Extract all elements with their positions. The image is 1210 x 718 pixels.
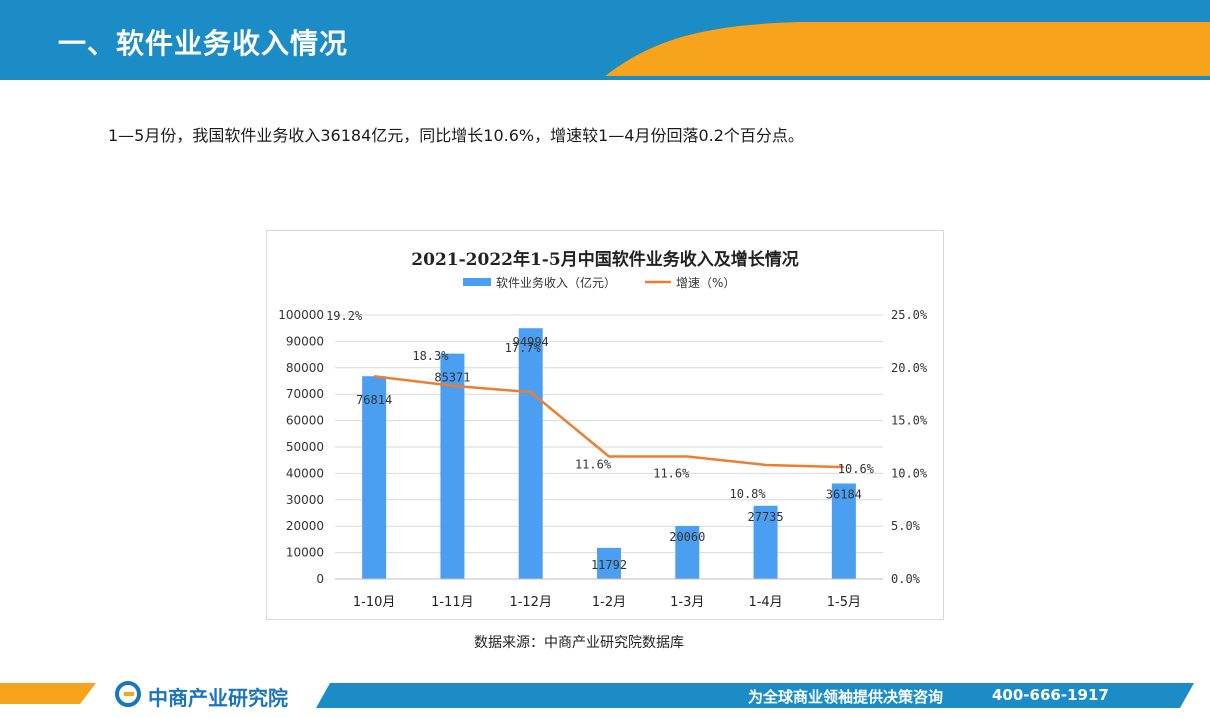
bar [597, 547, 621, 579]
bar [753, 505, 778, 579]
footer-background [0, 681, 1194, 708]
y-tick-label: 30000 [286, 493, 324, 507]
line-value-label: 10.8% [730, 487, 767, 501]
chart-container: 2021-2022年1-5月中国软件业务收入及增长情况软件业务收入（亿元） 增速（… [266, 230, 944, 620]
y-tick-label: 80000 [286, 361, 324, 375]
y2-tick-label: 0.0% [891, 572, 921, 586]
y-tick-label: 100000 [278, 308, 324, 322]
bar-value-label: 11792 [591, 558, 627, 572]
y2-tick-label: 15.0% [891, 414, 928, 428]
data-source: 数据来源：中商产业研究院数据库 [474, 635, 684, 651]
y-tick-label: 70000 [286, 387, 324, 401]
header-banner [0, 0, 1210, 80]
x-tick-label: 1-5月 [827, 595, 861, 610]
line-value-label: 10.6% [838, 462, 875, 476]
header-background [0, 0, 1210, 80]
y2-tick-label: 5.0% [891, 519, 921, 533]
bar [675, 526, 700, 579]
y-tick-label: 0 [316, 572, 324, 586]
intro-text: 1—5月份，我国软件业务收入36184亿元，同比增长10.6%，增速较1—4月份… [108, 126, 804, 145]
x-tick-label: 1-11月 [431, 595, 474, 610]
y-tick-label: 50000 [286, 440, 324, 454]
x-tick-label: 1-12月 [509, 595, 552, 610]
bar-value-label: 36184 [826, 487, 862, 501]
y-tick-label: 60000 [286, 414, 324, 428]
y-tick-label: 10000 [286, 546, 324, 560]
line-value-label: 18.3% [412, 349, 449, 363]
bar [518, 328, 543, 579]
line-series [373, 375, 844, 469]
bar-value-label: 94994 [513, 335, 549, 349]
y-tick-label: 40000 [286, 466, 324, 480]
footer-bar [0, 680, 1210, 718]
x-tick-label: 1-2月 [592, 595, 626, 610]
x-tick-label: 1-10月 [353, 595, 396, 610]
bar-value-label: 76814 [356, 393, 392, 407]
y2-tick-label: 25.0% [891, 308, 928, 322]
footer-logo-text: 中商产业研究院 [148, 686, 288, 710]
y2-tick-label: 10.0% [891, 466, 928, 480]
bar-value-label: 27735 [748, 510, 784, 524]
y2-tick-label: 20.0% [891, 361, 928, 375]
bar [831, 483, 856, 579]
y-tick-label: 90000 [286, 334, 324, 348]
y-tick-label: 20000 [286, 519, 324, 533]
legend-bar-swatch [463, 278, 491, 286]
x-tick-label: 1-3月 [670, 595, 704, 610]
page-title: 一、软件业务收入情况 [58, 27, 349, 60]
line-value-label: 11.6% [575, 458, 612, 472]
legend-line-label: 增速（%） [676, 276, 735, 290]
line-value-label: 19.2% [326, 309, 363, 323]
bar [362, 376, 387, 579]
bar-value-label: 20060 [669, 530, 705, 544]
bar [440, 353, 465, 579]
chart-title: 2021-2022年1-5月中国软件业务收入及增长情况 [411, 249, 798, 270]
footer-slogan: 为全球商业领袖提供决策咨询 [748, 688, 944, 706]
bar-value-label: 85371 [434, 371, 470, 385]
footer-phone: 400-666-1917 [992, 686, 1109, 704]
line-value-label: 17.7% [505, 341, 542, 355]
x-tick-label: 1-4月 [748, 595, 782, 610]
legend-bar-label: 软件业务收入（亿元） [496, 275, 616, 290]
line-value-label: 11.6% [653, 467, 690, 481]
